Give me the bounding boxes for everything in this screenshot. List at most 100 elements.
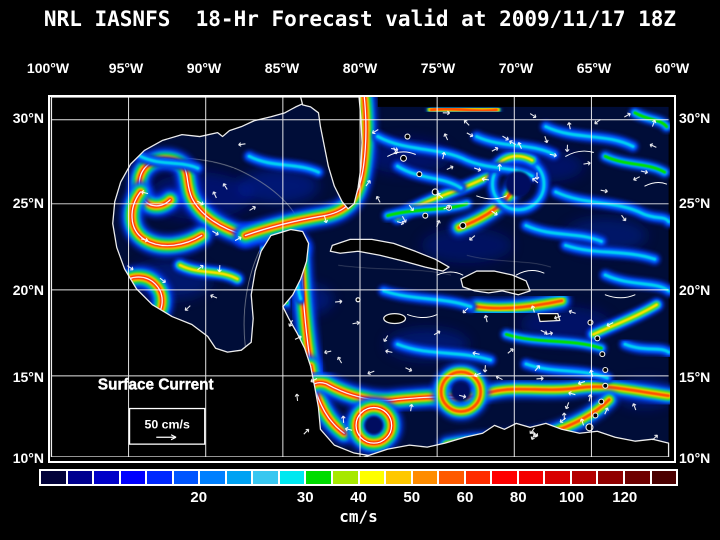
flow-arrow-icon [234, 236, 242, 242]
flow-arrow-icon [337, 356, 343, 364]
flow-arrow-icon [491, 210, 498, 216]
colorbar-segment [651, 471, 677, 484]
flow-arrow-icon [507, 348, 514, 354]
flow-arrow-icon [375, 195, 381, 203]
flow-arrow-icon [294, 393, 300, 401]
lon-label-80w: 80°W [342, 60, 378, 76]
flow-arrow-icon [344, 426, 353, 432]
plot-title: NRL IASNFS 18-Hr Forecast valid at 2009/… [43, 7, 677, 31]
lon-label-70w: 70°W [498, 60, 534, 76]
land-florida [300, 97, 363, 210]
colorbar-segment [598, 471, 624, 484]
flow-arrow-icon [408, 204, 414, 212]
current-stroke [313, 382, 468, 402]
flow-arrow-icon [564, 402, 570, 410]
colorbar-tick-label: 120 [612, 489, 638, 506]
current-stroke [544, 125, 635, 148]
lon-label-95w: 95°W [108, 60, 144, 76]
flow-arrow-icon [184, 305, 191, 311]
flow-arrow-icon [212, 191, 217, 199]
flow-arrow-icon [536, 376, 544, 381]
colorbar-segment [625, 471, 650, 484]
flow-arrow-icon [391, 147, 399, 152]
lon-label-90w: 90°W [186, 60, 222, 76]
flow-arrow-icon [383, 335, 389, 342]
flow-arrow-icon [473, 167, 482, 172]
flow-arrow-icon [212, 230, 219, 236]
flow-arrow-icon [531, 431, 537, 438]
current-stroke [386, 202, 469, 218]
current-stroke [355, 406, 393, 444]
eddy-center [505, 171, 532, 197]
colorbar-segment [439, 471, 464, 484]
flow-arrow-icon [651, 119, 657, 127]
current-stroke [524, 224, 603, 243]
flow-arrow-icon [341, 415, 346, 423]
overlay-label: Surface Current [98, 377, 214, 394]
colorbar-segment [571, 471, 597, 484]
lon-label-60w: 60°W [654, 60, 690, 76]
land-bahamas [400, 133, 467, 230]
lat-label-left-20n: 20°N [12, 282, 44, 298]
flow-arrow-icon [197, 264, 204, 271]
colorbar-tick-label: 30 [296, 489, 314, 506]
colorbar-ticks: 20 30 40 50 60 80 100 120 [39, 489, 678, 506]
flow-arrow-icon [294, 335, 302, 340]
flow-arrow-icon [495, 375, 503, 381]
colorbar-segment [359, 471, 385, 484]
flow-arrow-icon [436, 219, 441, 228]
flow-arrow-icon [649, 143, 657, 148]
flow-arrow-icon [621, 214, 627, 222]
flow-arrow-icon [606, 322, 614, 327]
current-stroke [564, 243, 657, 261]
lat-label-left-25n: 25°N [12, 195, 44, 211]
eddy-center [364, 416, 383, 435]
lat-label-left-15n: 15°N [12, 369, 44, 385]
lat-label-right-30n: 30°N [679, 110, 711, 126]
flow-arrow-icon [497, 163, 502, 172]
flow-arrow-icon [433, 330, 441, 336]
flow-arrow-icon [594, 119, 601, 125]
current-stroke [436, 271, 464, 276]
flow-arrow-icon [367, 370, 375, 376]
flow-arrow-icon [462, 307, 469, 314]
flow-arrow-icon [600, 188, 608, 194]
flow-arrow-icon [442, 110, 451, 116]
current-stroke [476, 195, 507, 200]
flow-arrow-icon [545, 331, 554, 336]
lon-label-100w: 100°W [26, 60, 70, 76]
flow-arrow-icon [568, 309, 576, 314]
flow-arrow-icon [222, 183, 228, 190]
flow-arrow-icon [534, 365, 541, 372]
flow-arrow-icon [472, 351, 480, 356]
lat-label-right-10n: 10°N [679, 450, 711, 466]
flow-arrow-icon [633, 176, 641, 181]
colorbar-segment [173, 471, 199, 484]
current-stroke [138, 154, 200, 170]
flow-arrow-icon [159, 277, 166, 283]
current-stroke [475, 299, 564, 310]
flow-arrow-icon [473, 372, 481, 378]
flow-arrow-icon [288, 319, 293, 327]
flow-arrow-icon [324, 349, 332, 355]
current-stroke [515, 270, 545, 276]
colorbar-segment [41, 471, 66, 484]
lat-label-right-20n: 20°N [679, 282, 711, 298]
flow-arrow-icon [640, 169, 649, 175]
current-stroke [603, 273, 670, 293]
flow-arrow-icon [529, 113, 537, 119]
scale-label: 50 cm/s [144, 417, 189, 431]
flow-arrow-icon [587, 394, 593, 402]
colorbar-segment [253, 471, 278, 484]
flow-arrow-icon [530, 305, 536, 313]
eddy-center [450, 381, 471, 402]
colorbar-segment [412, 471, 438, 484]
land-jamaica [383, 312, 407, 325]
current-stroke [376, 135, 534, 178]
flow-arrow-icon [517, 141, 522, 149]
flow-arrow-icon [443, 205, 451, 210]
flow-arrow-icon [365, 180, 371, 187]
current-stroke [429, 107, 498, 113]
lat-label-right-25n: 25°N [679, 195, 711, 211]
